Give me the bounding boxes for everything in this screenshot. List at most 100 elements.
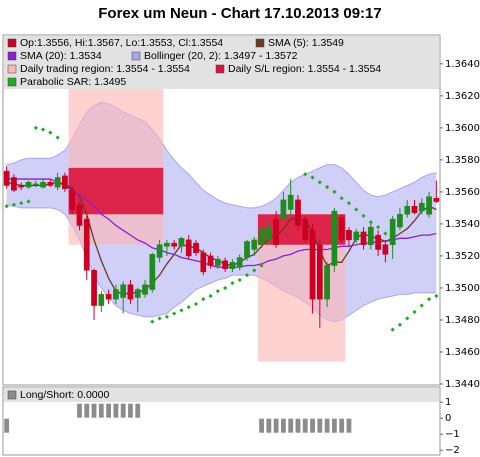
candle-body — [91, 270, 97, 306]
sar-dot — [164, 314, 169, 319]
sar-dot — [397, 322, 403, 327]
candle-body — [83, 218, 90, 271]
candle-body — [200, 252, 207, 273]
bar — [302, 418, 308, 433]
legend-label: Bollinger (20, 2): 1.3497 - 1.3572 — [144, 50, 298, 62]
candle-body — [98, 294, 105, 306]
candle-body — [367, 226, 374, 245]
chart-title: Forex um Neun - Chart 17.10.2013 09:17 — [98, 5, 381, 22]
candle-body — [62, 175, 68, 189]
candle-body — [295, 199, 301, 226]
bar — [98, 403, 104, 418]
y-tick-label: 1.3480 — [445, 315, 480, 326]
axes: 1.3440 1.3460 1.3480 1.3500 1.3520 1.3540 1.35… — [440, 59, 480, 456]
bar — [128, 403, 133, 418]
sar-dot — [434, 293, 439, 299]
y-tick-label: 0 — [445, 413, 451, 424]
bar — [259, 418, 264, 433]
candle-body — [375, 234, 381, 250]
candle-body — [229, 262, 236, 269]
candle-body — [309, 230, 316, 300]
sar-dot — [244, 273, 250, 278]
y-tick-label: 1 — [445, 397, 451, 408]
legend-swatch — [215, 64, 225, 74]
candle-body — [32, 183, 39, 186]
candle-body — [47, 182, 54, 186]
candle-body — [331, 210, 338, 266]
bar — [281, 418, 286, 433]
y-tick-label: −1 — [445, 429, 460, 440]
candle-body — [316, 244, 323, 300]
legend-swatch — [7, 390, 17, 400]
bar — [91, 403, 97, 418]
bar — [77, 403, 82, 418]
legend-swatch — [255, 38, 265, 48]
sar-dot — [317, 180, 322, 185]
sar-dot — [19, 200, 24, 206]
sar-dot — [223, 285, 228, 291]
lower-plot — [4, 403, 352, 433]
sar-dot — [201, 297, 206, 302]
y-tick-label: 1.3600 — [445, 123, 480, 134]
bar — [84, 403, 90, 418]
sar-dot — [303, 172, 308, 177]
legend-swatch — [7, 77, 17, 87]
bar — [120, 403, 126, 418]
legend-background — [4, 36, 439, 89]
bar — [273, 418, 279, 433]
y-tick-label: 1.3580 — [445, 155, 480, 166]
candle-body — [142, 284, 148, 295]
bar — [288, 418, 294, 433]
candle-body — [164, 242, 170, 247]
candle-body — [120, 284, 127, 298]
candle-body — [40, 182, 46, 188]
bar — [339, 418, 345, 433]
bar — [4, 418, 10, 433]
candle-body — [397, 214, 403, 228]
sar-dot — [368, 220, 373, 225]
bar — [295, 418, 301, 433]
legend-swatch — [131, 51, 141, 61]
candle-body — [287, 194, 294, 210]
sar-dot — [332, 189, 337, 195]
candle-body — [389, 218, 396, 245]
legend-label: SMA (20): 1.3534 — [20, 50, 102, 62]
y-tick-label: 1.3540 — [445, 219, 480, 230]
candle-body — [426, 196, 432, 215]
candle-body — [404, 206, 411, 215]
candle-body — [54, 177, 61, 188]
sl-region — [68, 167, 164, 215]
sar-dot — [252, 268, 257, 273]
y-tick-label: 1.3560 — [445, 187, 480, 198]
sar-dot — [354, 207, 359, 212]
sar-dot — [4, 204, 9, 209]
sar-dot — [186, 305, 191, 310]
candle-body — [244, 241, 250, 258]
sar-dot — [179, 308, 184, 313]
sar-dot — [361, 213, 366, 219]
legend-label: Long/Short: 0.0000 — [20, 389, 109, 401]
y-tick-label: 1.3440 — [445, 379, 480, 390]
bar — [113, 403, 119, 418]
bar — [106, 403, 112, 418]
legend-swatch — [7, 38, 17, 48]
candle-body — [265, 226, 272, 241]
legend-swatch — [7, 64, 17, 74]
sar-dot — [26, 199, 31, 204]
sar-dot — [419, 303, 424, 308]
y-tick-label: 1.3520 — [445, 251, 480, 262]
sar-dot — [259, 263, 264, 268]
sar-dot — [390, 327, 395, 332]
legend-label: SMA (5): 1.3549 — [268, 37, 344, 49]
bar — [310, 418, 315, 433]
sar-dot — [230, 281, 235, 286]
candle-body — [222, 260, 228, 269]
candle-body — [105, 294, 112, 300]
candle-body — [134, 289, 141, 298]
candle-body — [258, 228, 265, 245]
sar-dot — [193, 301, 199, 307]
sar-dot — [33, 125, 38, 130]
candle-body — [338, 217, 345, 241]
legend-label: Op:1.3556, Hi:1.3567, Lo:1.3553, Cl:1.35… — [20, 37, 223, 49]
candle-body — [302, 218, 309, 241]
